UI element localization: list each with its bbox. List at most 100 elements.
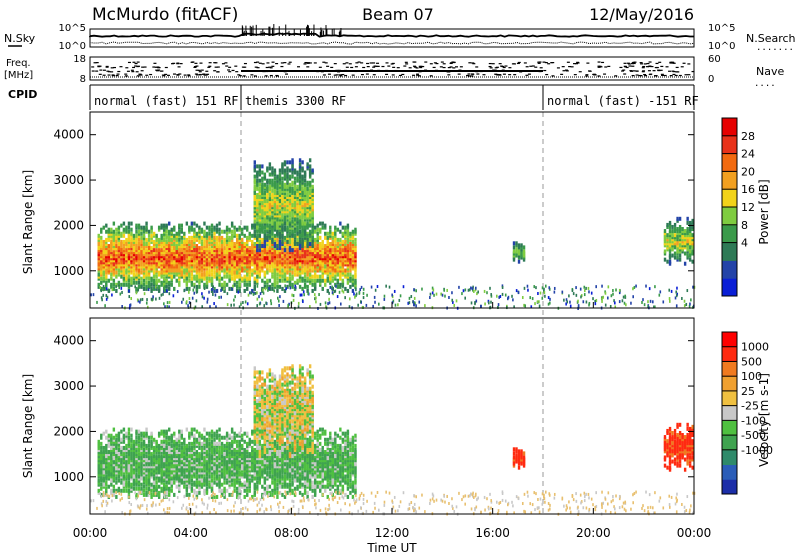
power-echo-cell [308,280,312,285]
power-echo-cell [273,172,277,177]
power-echo-cell [180,270,183,275]
power-echo-cell [170,229,173,234]
power-echo-cell [218,248,221,253]
power-echo-cell [102,278,105,283]
power-echo-cell [268,231,272,236]
power-echo-cell [135,229,138,234]
power-echo-cell [266,235,269,240]
power-echo-cell [233,246,236,251]
velocity-echo-cell [150,482,153,487]
velocity-echo-cell [157,460,161,465]
power-echo-cell [354,256,357,261]
power-echo-cell [180,254,183,259]
power-echo-cell [678,239,682,244]
power-speckle [212,285,215,289]
power-echo-cell [273,170,277,175]
power-echo-cell [676,237,679,242]
velocity-echo-cell [100,482,103,487]
power-echo-cell [263,217,267,222]
power-echo-cell [152,272,156,277]
power-echo-cell [203,260,206,265]
power-echo-cell [195,270,199,275]
power-echo-cell [208,235,211,240]
power-speckle [342,285,344,289]
power-echo-cell [198,252,201,257]
power-echo-cell [319,260,322,265]
velocity-echo-cell [117,460,121,465]
power-speckle [292,294,295,298]
power-echo-cell [137,237,141,242]
power-echo-cell [341,250,345,255]
power-echo-cell [288,272,292,277]
power-echo-cell [296,205,299,210]
power-echo-cell [301,254,304,259]
power-echo-cell [130,268,133,273]
velocity-echo-cell [105,462,108,467]
power-echo-cell [336,268,340,273]
power-echo-cell [110,248,113,253]
power-echo-cell [278,250,282,255]
velocity-echo-cell [152,470,156,475]
power-echo-cell [291,197,294,202]
power-echo-cell [162,239,166,244]
power-echo-cell [298,205,302,210]
power-echo-cell [188,250,191,255]
power-speckle [162,292,164,296]
power-echo-cell [251,260,254,265]
power-echo-cell [102,254,105,259]
velocity-echo-cell [125,443,128,448]
power-echo-cell [256,229,259,234]
power-echo-cell [142,246,146,251]
power-echo-cell [208,262,211,267]
power-echo-cell [228,286,231,291]
velocity-echo-cell [112,468,116,473]
power-echo-cell [261,213,264,218]
power-echo-cell [303,215,307,220]
power-echo-cell [278,190,282,195]
power-echo-cell [301,209,304,214]
power-echo-cell [203,266,206,271]
velocity-echo-cell [122,445,126,450]
velocity-echo-cell [112,478,116,483]
power-echo-cell [281,190,284,195]
power-echo-cell [293,254,297,259]
power-echo-cell [165,268,168,273]
power-echo-cell [291,164,294,169]
power-echo-cell [326,239,329,244]
power-echo-cell [225,260,229,265]
power-echo-cell [243,288,246,293]
power-speckle [474,302,476,306]
power-echo-cell [512,241,516,246]
velocity-echo-cell [125,431,128,436]
power-echo-cell [205,248,209,253]
velocity-echo-cell [147,454,151,459]
velocity-echo-cell [107,437,111,442]
power-echo-cell [112,237,116,242]
power-echo-cell [198,246,201,251]
power-echo-cell [195,223,199,228]
power-echo-cell [145,239,148,244]
power-echo-cell [112,260,116,265]
power-echo-cell [142,260,146,265]
power-echo-cell [115,239,118,244]
power-echo-cell [241,250,244,255]
power-echo-cell [293,195,297,200]
power-echo-cell [334,229,337,234]
velocity-echo-cell [125,468,128,473]
power-echo-cell [137,268,141,273]
power-echo-cell [198,258,201,263]
velocity-echo-cell [127,445,131,450]
power-echo-cell [283,239,287,244]
power-speckle [575,286,577,290]
power-echo-cell [120,252,123,257]
power-echo-cell [271,270,274,275]
power-echo-cell [246,278,249,283]
power-echo-cell [316,252,319,257]
velocity-echo-cell [135,472,138,477]
power-echo-cell [286,172,289,177]
power-speckle [489,305,492,309]
velocity-echo-cell [130,484,133,489]
power-echo-cell [223,241,226,246]
velocity-echo-cell [125,445,128,450]
power-speckle [136,298,139,302]
